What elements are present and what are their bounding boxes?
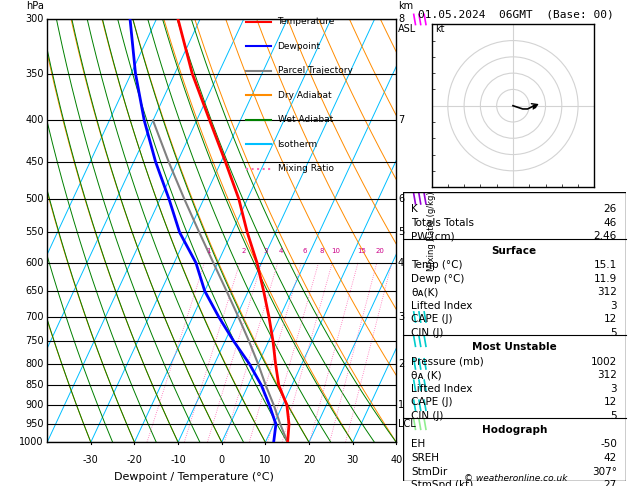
Text: 950: 950 (25, 419, 43, 429)
Text: Temperature: Temperature (277, 17, 335, 26)
Text: Surface: Surface (492, 246, 537, 256)
Text: Isotherm: Isotherm (277, 139, 318, 149)
Text: 750: 750 (25, 336, 43, 346)
Text: 5: 5 (398, 227, 404, 237)
Text: 650: 650 (25, 286, 43, 296)
Text: LCL: LCL (398, 419, 416, 429)
Text: 11.9: 11.9 (594, 274, 617, 284)
Text: 4: 4 (398, 258, 404, 268)
Text: 600: 600 (25, 258, 43, 268)
Text: 4: 4 (279, 248, 284, 254)
Text: 7: 7 (398, 116, 404, 125)
Text: 450: 450 (25, 157, 43, 167)
Text: 2: 2 (398, 359, 404, 369)
Text: 900: 900 (25, 400, 43, 410)
Text: 15: 15 (357, 248, 365, 254)
Text: 400: 400 (25, 116, 43, 125)
Text: 26: 26 (604, 204, 617, 214)
Text: Most Unstable: Most Unstable (472, 342, 557, 352)
Text: 3: 3 (398, 312, 404, 322)
Text: Dewpoint / Temperature (°C): Dewpoint / Temperature (°C) (114, 472, 274, 482)
Text: 550: 550 (25, 227, 43, 237)
Text: 5: 5 (610, 411, 617, 421)
Text: Dewpoint: Dewpoint (277, 42, 321, 51)
Text: 5: 5 (610, 328, 617, 338)
Text: PW (cm): PW (cm) (411, 231, 455, 242)
Text: Lifted Index: Lifted Index (411, 384, 473, 394)
Text: 1002: 1002 (591, 357, 617, 366)
Text: ASL: ASL (398, 24, 416, 34)
Text: 1: 1 (398, 400, 404, 410)
Text: CIN (J): CIN (J) (411, 411, 444, 421)
Text: -20: -20 (126, 455, 142, 465)
Text: 0: 0 (219, 455, 225, 465)
Text: -50: -50 (600, 439, 617, 450)
Text: EH: EH (411, 439, 426, 450)
Text: Temp (°C): Temp (°C) (411, 260, 463, 270)
Text: Totals Totals: Totals Totals (411, 218, 474, 228)
Text: CIN (J): CIN (J) (411, 328, 444, 338)
Text: StmSpd (kt): StmSpd (kt) (411, 480, 474, 486)
Text: 3: 3 (610, 301, 617, 311)
Text: km: km (398, 1, 413, 11)
Text: 312: 312 (597, 287, 617, 297)
Text: 307°: 307° (592, 467, 617, 477)
Text: 6: 6 (303, 248, 307, 254)
Text: θᴀ(K): θᴀ(K) (411, 287, 439, 297)
Text: 8: 8 (398, 15, 404, 24)
Text: Wet Adiabat: Wet Adiabat (277, 115, 333, 124)
Text: Lifted Index: Lifted Index (411, 301, 473, 311)
Text: 800: 800 (25, 359, 43, 369)
Text: 01.05.2024  06GMT  (Base: 00): 01.05.2024 06GMT (Base: 00) (418, 9, 614, 19)
Text: 2: 2 (242, 248, 246, 254)
Text: CAPE (J): CAPE (J) (411, 314, 453, 324)
Text: Mixing Ratio: Mixing Ratio (277, 164, 333, 173)
Text: 3: 3 (263, 248, 267, 254)
Text: kt: kt (435, 24, 444, 35)
Text: 500: 500 (25, 194, 43, 204)
Text: 300: 300 (25, 15, 43, 24)
Text: 46: 46 (604, 218, 617, 228)
Text: 15.1: 15.1 (594, 260, 617, 270)
Text: 1000: 1000 (19, 437, 43, 447)
Text: 700: 700 (25, 312, 43, 322)
Text: 350: 350 (25, 69, 43, 79)
Text: CAPE (J): CAPE (J) (411, 397, 453, 407)
Text: 40: 40 (390, 455, 403, 465)
Text: Mixing Ratio (g/kg): Mixing Ratio (g/kg) (426, 191, 436, 271)
Text: 2.46: 2.46 (594, 231, 617, 242)
Text: Pressure (mb): Pressure (mb) (411, 357, 484, 366)
Text: Parcel Trajectory: Parcel Trajectory (277, 66, 352, 75)
Text: 27: 27 (604, 480, 617, 486)
Text: 850: 850 (25, 380, 43, 390)
Text: StmDir: StmDir (411, 467, 448, 477)
Text: 8: 8 (320, 248, 324, 254)
Text: 3: 3 (610, 384, 617, 394)
Text: 12: 12 (604, 314, 617, 324)
Text: SREH: SREH (411, 453, 440, 463)
Text: 42: 42 (604, 453, 617, 463)
Text: 30: 30 (347, 455, 359, 465)
Text: 20: 20 (376, 248, 384, 254)
Text: 20: 20 (303, 455, 315, 465)
Text: hPa: hPa (26, 1, 43, 11)
Text: -30: -30 (83, 455, 99, 465)
Text: 312: 312 (597, 370, 617, 380)
Text: 10: 10 (331, 248, 340, 254)
Text: 12: 12 (604, 397, 617, 407)
Text: Dewp (°C): Dewp (°C) (411, 274, 465, 284)
Text: θᴀ (K): θᴀ (K) (411, 370, 442, 380)
Text: K: K (411, 204, 418, 214)
Text: © weatheronline.co.uk: © weatheronline.co.uk (464, 474, 567, 483)
Text: -10: -10 (170, 455, 186, 465)
Text: 1: 1 (206, 248, 211, 254)
Text: Hodograph: Hodograph (482, 425, 547, 435)
Text: 10: 10 (259, 455, 272, 465)
Text: Dry Adiabat: Dry Adiabat (277, 90, 331, 100)
Text: 6: 6 (398, 194, 404, 204)
